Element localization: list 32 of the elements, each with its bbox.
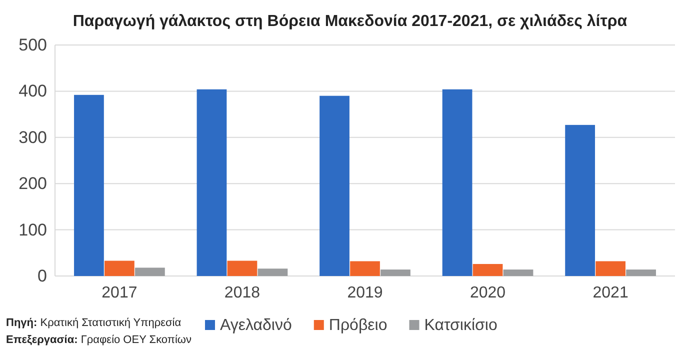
- bar: [258, 268, 288, 276]
- bar: [196, 89, 227, 276]
- bar: [565, 124, 595, 276]
- bar: [626, 270, 656, 276]
- chart-title: Παραγωγή γάλακτος στη Βόρεια Μακεδονία 2017-2021, σε χιλιάδες λίτρα: [72, 13, 628, 30]
- bar: [227, 260, 258, 276]
- x-tick-label: 2018: [224, 284, 260, 302]
- bar: [74, 94, 104, 276]
- y-tick-label: 0: [38, 266, 47, 286]
- legend-label: Κατσικίσιο: [424, 317, 498, 334]
- bar: [104, 260, 134, 276]
- text: Πηγή: Κρατική Στατιστική Υπηρεσία: [6, 317, 182, 329]
- bar: [596, 261, 626, 276]
- y-tick-label: 400: [18, 82, 47, 101]
- x-tick-label: 2020: [470, 284, 506, 302]
- bar: [135, 268, 165, 276]
- text: Επεξεργασία: Γραφείο ΟΕΥ Σκοπίων: [6, 334, 192, 346]
- y-tick-label: 100: [18, 220, 47, 240]
- legend-label: Πρόβειο: [328, 317, 388, 334]
- x-tick-label: 2019: [347, 284, 383, 302]
- bar: [503, 270, 534, 276]
- x-tick-label: 2017: [102, 284, 138, 302]
- bar: [442, 89, 472, 276]
- x-tick-label: 2021: [592, 284, 628, 302]
- bar: [320, 96, 350, 276]
- bar: [472, 264, 503, 276]
- y-tick-label: 300: [18, 128, 47, 147]
- bar: [350, 261, 380, 276]
- bar: [380, 270, 410, 276]
- y-tick-label: 500: [18, 35, 47, 54]
- legend-label: Αγελαδινό: [220, 317, 292, 334]
- y-tick-label: 200: [18, 174, 47, 194]
